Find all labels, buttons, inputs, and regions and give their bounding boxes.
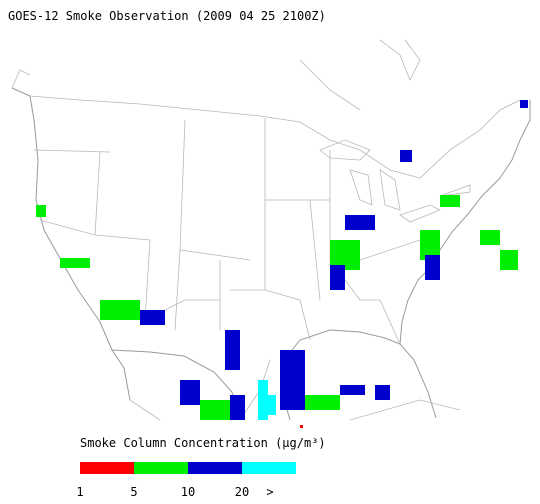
legend-label: 1 <box>76 485 83 499</box>
smoke-region <box>140 100 528 420</box>
smoke-region <box>300 425 303 428</box>
border-north <box>29 95 521 179</box>
legend-label: 10 <box>181 485 195 499</box>
smoke-pixels <box>36 100 528 428</box>
legend-label: 5 <box>130 485 137 499</box>
legend-title: Smoke Column Concentration (μg/m³) <box>80 436 326 450</box>
great-lakes <box>319 139 471 223</box>
legend-swatch <box>188 462 242 474</box>
legend: 1 5 10 20 > <box>76 462 296 499</box>
map-title: GOES-12 Smoke Observation (2009 04 25 21… <box>8 9 326 23</box>
legend-label: 20 <box>235 485 249 499</box>
basemap <box>11 39 531 421</box>
legend-swatch <box>134 462 188 474</box>
legend-label: > <box>266 485 273 499</box>
canada-outline <box>11 39 421 111</box>
coastline <box>11 87 531 421</box>
smoke-region <box>36 195 518 420</box>
smoke-region <box>258 380 276 420</box>
legend-swatch <box>242 462 296 474</box>
legend-swatch <box>80 462 134 474</box>
